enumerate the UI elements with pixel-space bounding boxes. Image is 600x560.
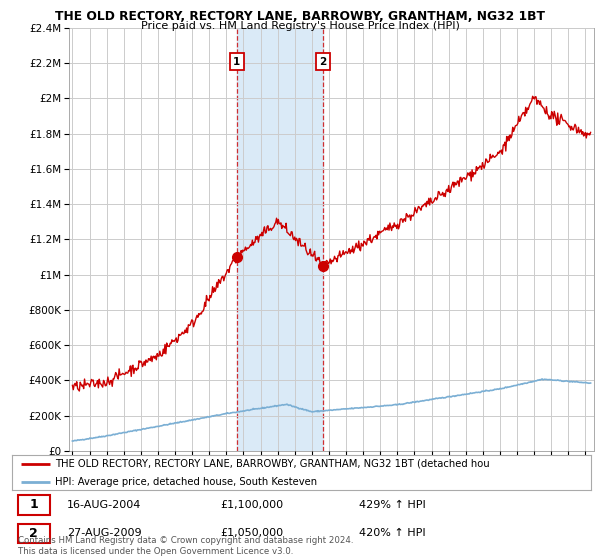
Text: 2: 2 [319, 57, 326, 67]
Text: £1,100,000: £1,100,000 [220, 500, 284, 510]
Bar [237, 28, 323, 451]
Text: 27-AUG-2009: 27-AUG-2009 [67, 529, 142, 538]
Bar [18, 524, 50, 543]
Text: 420% ↑ HPI: 420% ↑ HPI [359, 529, 426, 538]
Text: THE OLD RECTORY, RECTORY LANE, BARROWBY, GRANTHAM, NG32 1BT (detached hou: THE OLD RECTORY, RECTORY LANE, BARROWBY,… [55, 459, 490, 469]
Text: 16-AUG-2004: 16-AUG-2004 [67, 500, 142, 510]
Text: HPI: Average price, detached house, South Kesteven: HPI: Average price, detached house, Sout… [55, 477, 317, 487]
Text: £1,050,000: £1,050,000 [220, 529, 284, 538]
Text: 1: 1 [29, 498, 38, 511]
Text: 2: 2 [29, 527, 38, 540]
Text: 429% ↑ HPI: 429% ↑ HPI [359, 500, 426, 510]
Text: Price paid vs. HM Land Registry's House Price Index (HPI): Price paid vs. HM Land Registry's House … [140, 21, 460, 31]
Text: 1: 1 [233, 57, 241, 67]
Text: Contains HM Land Registry data © Crown copyright and database right 2024.
This d: Contains HM Land Registry data © Crown c… [18, 536, 353, 556]
Bar [18, 495, 50, 515]
Text: THE OLD RECTORY, RECTORY LANE, BARROWBY, GRANTHAM, NG32 1BT: THE OLD RECTORY, RECTORY LANE, BARROWBY,… [55, 10, 545, 23]
